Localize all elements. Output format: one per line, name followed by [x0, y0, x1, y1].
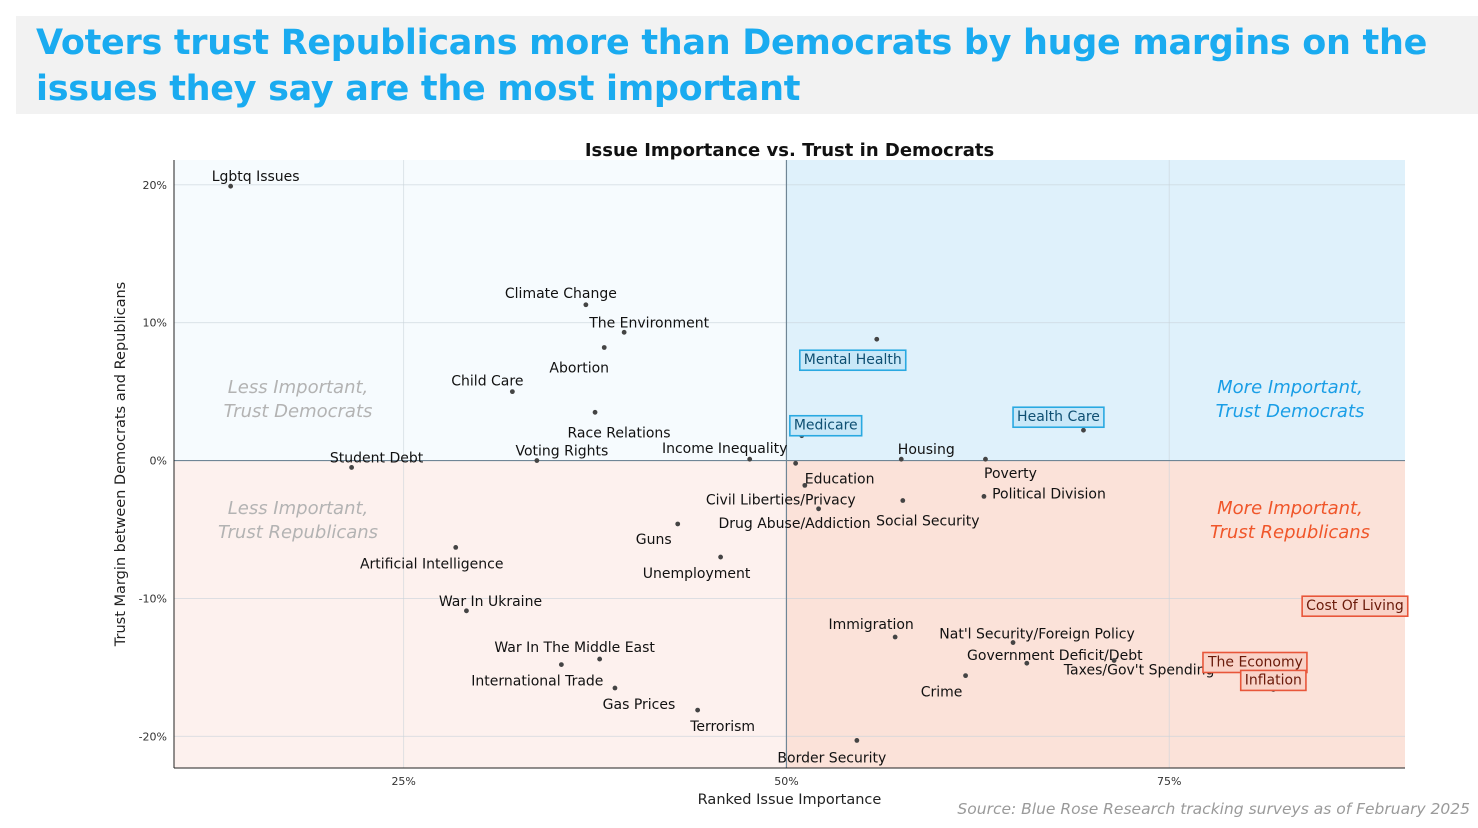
quadrant-bottom-left [174, 460, 787, 768]
data-point [963, 673, 968, 679]
point-label: Education [805, 471, 875, 487]
point-label: Immigration [828, 617, 913, 633]
data-point [453, 545, 459, 550]
data-point [621, 329, 627, 335]
data-point [695, 707, 701, 713]
point-label: Housing [898, 442, 955, 458]
data-point [597, 656, 603, 662]
point-label: The Environment [588, 315, 709, 331]
highlight-box [798, 349, 907, 372]
data-point [874, 336, 880, 342]
point-label: Terrorism [689, 719, 755, 735]
highlight-box [1012, 406, 1105, 429]
x-axis-title: Ranked Issue Importance [698, 792, 882, 808]
data-point [558, 662, 564, 667]
point-label: Medicare [794, 418, 858, 434]
point-label: Crime [921, 685, 963, 701]
page-title: Voters trust Republicans more than Democ… [36, 23, 1428, 109]
point-label: Political Division [992, 486, 1106, 502]
data-point [349, 465, 355, 470]
y-tick-label: 20% [143, 179, 167, 192]
data-point [900, 498, 906, 503]
data-point [892, 634, 898, 640]
point-label: War In Ukraine [439, 594, 542, 610]
quadrant-label-bottom-left: Less Important, Trust Republicans [218, 498, 378, 543]
data-point [816, 506, 821, 512]
data-point [802, 482, 808, 488]
highlight-box [1239, 669, 1307, 692]
data-point [718, 554, 724, 560]
point-label: Climate Change [505, 286, 617, 302]
data-point [228, 183, 234, 189]
data-point [534, 458, 540, 463]
x-tick-label: 75% [1157, 775, 1181, 788]
point-label: Inflation [1245, 672, 1302, 688]
data-point [983, 456, 988, 462]
point-label: Social Security [876, 514, 979, 530]
point-label: Poverty [984, 466, 1037, 482]
data-point [898, 456, 904, 462]
point-label: Abortion [549, 361, 609, 377]
y-tick-label: 10% [143, 317, 167, 330]
point-label: Taxes/Gov't Spending [1063, 662, 1215, 678]
data-point [747, 456, 753, 462]
data-point [981, 493, 987, 499]
data-point [583, 302, 589, 308]
data-point [1111, 658, 1117, 663]
x-tick-label: 25% [391, 775, 415, 788]
data-point [1024, 660, 1030, 666]
point-label: The Economy [1207, 654, 1303, 670]
point-label: Artificial Intelligence [360, 556, 504, 572]
y-tick-label: -10% [139, 592, 167, 605]
data-point [592, 409, 598, 415]
point-label: Health Care [1017, 409, 1100, 425]
quadrant-top-left [174, 160, 787, 461]
point-label: Race Relations [568, 425, 671, 441]
source-note: Source: Blue Rose Research tracking surv… [957, 800, 1470, 818]
quadrant-label-bottom-right: More Important, Trust Republicans [1210, 498, 1370, 543]
y-axis-title: Trust Margin between Democrats and Repub… [113, 282, 129, 647]
point-label: Lgbtq Issues [212, 169, 300, 185]
highlight-box [789, 414, 863, 437]
point-label: Government Deficit/Debt [967, 648, 1143, 664]
data-point [509, 389, 515, 395]
point-label: Income Inequality [662, 441, 787, 457]
data-point [464, 608, 469, 614]
point-label: Child Care [451, 374, 523, 390]
point-label: Mental Health [804, 352, 902, 368]
point-label: Voting Rights [515, 444, 608, 460]
point-label: Student Debt [330, 450, 424, 466]
quadrant-label-top-right: More Important, Trust Democrats [1216, 377, 1365, 422]
point-label: Gas Prices [603, 697, 676, 713]
point-label: Cost Of Living [1306, 598, 1404, 614]
chart-title: Issue Importance vs. Trust in Democrats [585, 140, 994, 161]
data-point [1081, 427, 1086, 433]
highlight-box [1301, 595, 1409, 618]
point-label: Drug Abuse/Addiction [718, 516, 870, 532]
data-point [854, 738, 860, 743]
data-point [601, 345, 607, 350]
point-label: Nat'l Security/Foreign Policy [939, 627, 1135, 643]
point-label: War In The Middle East [494, 640, 655, 656]
data-point [1010, 640, 1016, 645]
point-label: Civil Liberties/Privacy [706, 492, 856, 508]
title-band [16, 16, 1478, 114]
quadrant-label-top-left: Less Important, Trust Democrats [224, 377, 373, 422]
x-tick-label: 50% [774, 775, 798, 788]
y-tick-label: 0% [150, 455, 167, 468]
data-point [675, 521, 681, 527]
data-point [793, 460, 799, 466]
data-point [612, 685, 618, 691]
point-label: Border Security [777, 750, 886, 766]
y-tick-label: -20% [139, 730, 167, 743]
point-label: International Trade [471, 674, 603, 690]
point-label: Unemployment [643, 566, 751, 582]
point-label: Guns [636, 532, 672, 548]
